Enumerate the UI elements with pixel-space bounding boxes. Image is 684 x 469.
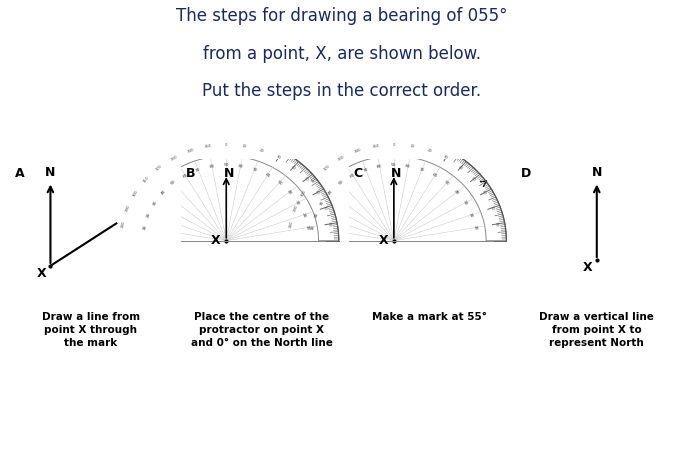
Text: 320: 320 (323, 164, 331, 171)
Text: X: X (37, 267, 47, 280)
Polygon shape (281, 137, 506, 241)
Text: 20: 20 (426, 148, 432, 153)
Text: 330: 330 (338, 154, 346, 161)
Text: N: N (224, 167, 234, 180)
Text: N: N (391, 167, 402, 180)
Text: 30: 30 (275, 155, 282, 161)
Text: 40: 40 (286, 189, 293, 196)
Text: 290: 290 (293, 204, 299, 212)
Text: 50: 50 (338, 180, 345, 186)
Text: 10: 10 (409, 144, 415, 149)
Text: 80: 80 (209, 164, 215, 169)
Text: 10: 10 (304, 225, 310, 231)
Text: B: B (186, 167, 196, 180)
Text: C: C (354, 167, 363, 180)
Text: 40: 40 (160, 189, 167, 196)
Text: 40: 40 (453, 189, 460, 196)
Text: 60: 60 (182, 172, 189, 178)
Text: 40: 40 (458, 164, 464, 171)
Text: 60: 60 (432, 172, 438, 178)
Text: 350: 350 (372, 144, 380, 149)
Text: 20: 20 (146, 212, 152, 218)
Text: 350: 350 (205, 144, 212, 149)
Text: 10: 10 (472, 225, 477, 231)
Text: Draw a vertical line
from point X to
represent North: Draw a vertical line from point X to rep… (540, 312, 654, 348)
Text: 50: 50 (471, 176, 477, 182)
Text: A: A (15, 167, 25, 180)
Text: 30: 30 (462, 200, 468, 206)
Text: 10: 10 (311, 225, 315, 231)
Text: 80: 80 (326, 221, 331, 227)
Text: 80: 80 (376, 164, 382, 169)
Text: 40: 40 (328, 189, 334, 196)
Text: The steps for drawing a bearing of 055°: The steps for drawing a bearing of 055° (176, 7, 508, 25)
Text: 20: 20 (259, 148, 265, 153)
Text: 280: 280 (121, 220, 127, 228)
Text: X: X (211, 234, 221, 247)
Text: Place the centre of the
protractor on point X
and 0° on the North line: Place the centre of the protractor on po… (191, 312, 332, 348)
Text: 20: 20 (301, 212, 306, 218)
Text: 60: 60 (481, 190, 487, 196)
Text: 60: 60 (264, 172, 271, 178)
Text: Put the steps in the correct order.: Put the steps in the correct order. (202, 82, 482, 100)
Text: 0: 0 (225, 143, 228, 147)
Text: 30: 30 (319, 200, 326, 206)
Text: 70: 70 (419, 167, 425, 173)
Text: 20: 20 (469, 212, 474, 218)
Text: 70: 70 (195, 167, 202, 173)
Text: 70: 70 (363, 167, 369, 173)
Text: N: N (45, 166, 55, 180)
Text: 30: 30 (294, 200, 300, 206)
Polygon shape (114, 137, 339, 241)
Text: N: N (592, 166, 602, 180)
Text: 70: 70 (251, 167, 258, 173)
Text: 80: 80 (494, 221, 499, 227)
Text: 300: 300 (300, 189, 307, 197)
Text: 50: 50 (303, 176, 309, 182)
Text: 50: 50 (276, 180, 282, 186)
Text: 90: 90 (224, 163, 229, 167)
Text: 310: 310 (142, 175, 150, 183)
Text: 340: 340 (187, 148, 195, 154)
Text: 50: 50 (443, 180, 450, 186)
Text: 320: 320 (155, 164, 163, 171)
Text: 70: 70 (321, 205, 327, 211)
Text: X: X (583, 261, 593, 274)
Text: 80: 80 (405, 164, 411, 169)
Text: 10: 10 (143, 225, 148, 231)
Text: 60: 60 (350, 172, 356, 178)
Text: 60: 60 (313, 190, 319, 196)
Text: 300: 300 (133, 189, 140, 197)
Text: 310: 310 (310, 175, 318, 183)
Text: 0: 0 (393, 143, 395, 147)
Text: 280: 280 (289, 220, 294, 228)
Text: D: D (521, 167, 531, 180)
Text: 70: 70 (489, 205, 495, 211)
Text: 40: 40 (290, 164, 296, 171)
Text: Make a mark at 55°: Make a mark at 55° (372, 312, 486, 322)
Text: from a point, X, are shown below.: from a point, X, are shown below. (203, 45, 481, 62)
Text: 340: 340 (354, 148, 363, 154)
Text: 290: 290 (125, 204, 131, 212)
Text: 330: 330 (170, 154, 179, 161)
Text: 80: 80 (237, 164, 244, 169)
Text: Draw a line from
point X through
the mark: Draw a line from point X through the mar… (42, 312, 140, 348)
Text: 30: 30 (443, 155, 449, 161)
Text: X: X (379, 234, 389, 247)
Text: 90: 90 (391, 163, 397, 167)
Text: 10: 10 (241, 144, 247, 149)
Text: 50: 50 (170, 180, 177, 186)
Text: 20: 20 (314, 212, 319, 218)
Text: 30: 30 (152, 200, 158, 206)
